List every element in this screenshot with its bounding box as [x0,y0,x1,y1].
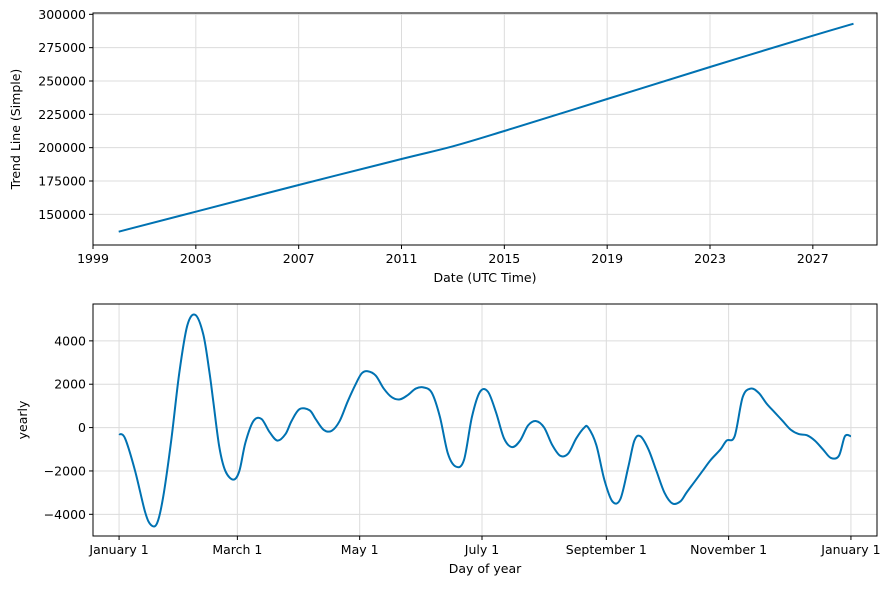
x-tick-label: September 1 [566,542,647,557]
x-tick-label: January 1 [820,542,880,557]
series-line [118,22,854,233]
series-line [118,313,852,528]
y-tick-label: −2000 [44,463,86,478]
y-tick-label: 225000 [38,107,86,122]
trend-chart: 1999 2003 2007 2011 2015 2019 2023 2027 150000 17… [8,7,878,285]
y-tick-label: −4000 [44,507,86,522]
y-tick-label: 4000 [54,333,86,348]
x-tick-label: January 1 [88,542,148,557]
y-tick-label: 250000 [38,74,86,89]
axes-frame [92,12,878,246]
y-tick-label: 275000 [38,40,86,55]
x-tick-label: May 1 [341,542,379,557]
x-tick-label: 2023 [694,251,726,266]
y-tick-label: 175000 [38,174,86,189]
y-axis-label: yearly [15,400,30,439]
x-tick-label: July 1 [464,542,499,557]
x-tick-label: March 1 [212,542,262,557]
y-tick-label: 200000 [38,140,86,155]
x-tick-label: 2027 [797,251,829,266]
x-tick-label: 2003 [180,251,212,266]
y-axis-label: Trend Line (Simple) [8,69,23,191]
y-tick-label: 0 [78,420,86,435]
y-tick-label: 150000 [38,207,86,222]
axes-frame [92,303,878,537]
y-tick-label: 2000 [54,377,86,392]
y-tick-label: 300000 [38,7,86,22]
x-tick-label: November 1 [690,542,767,557]
yearly-chart: January 1 March 1 May 1 July 1 September 1 No… [15,303,881,576]
x-tick-label: 2019 [591,251,623,266]
x-axis-label: Day of year [449,561,522,576]
x-tick-label: 2015 [488,251,520,266]
x-axis-label: Date (UTC Time) [434,270,537,285]
x-tick-label: 1999 [77,251,109,266]
x-tick-label: 2007 [283,251,315,266]
x-tick-label: 2011 [386,251,418,266]
